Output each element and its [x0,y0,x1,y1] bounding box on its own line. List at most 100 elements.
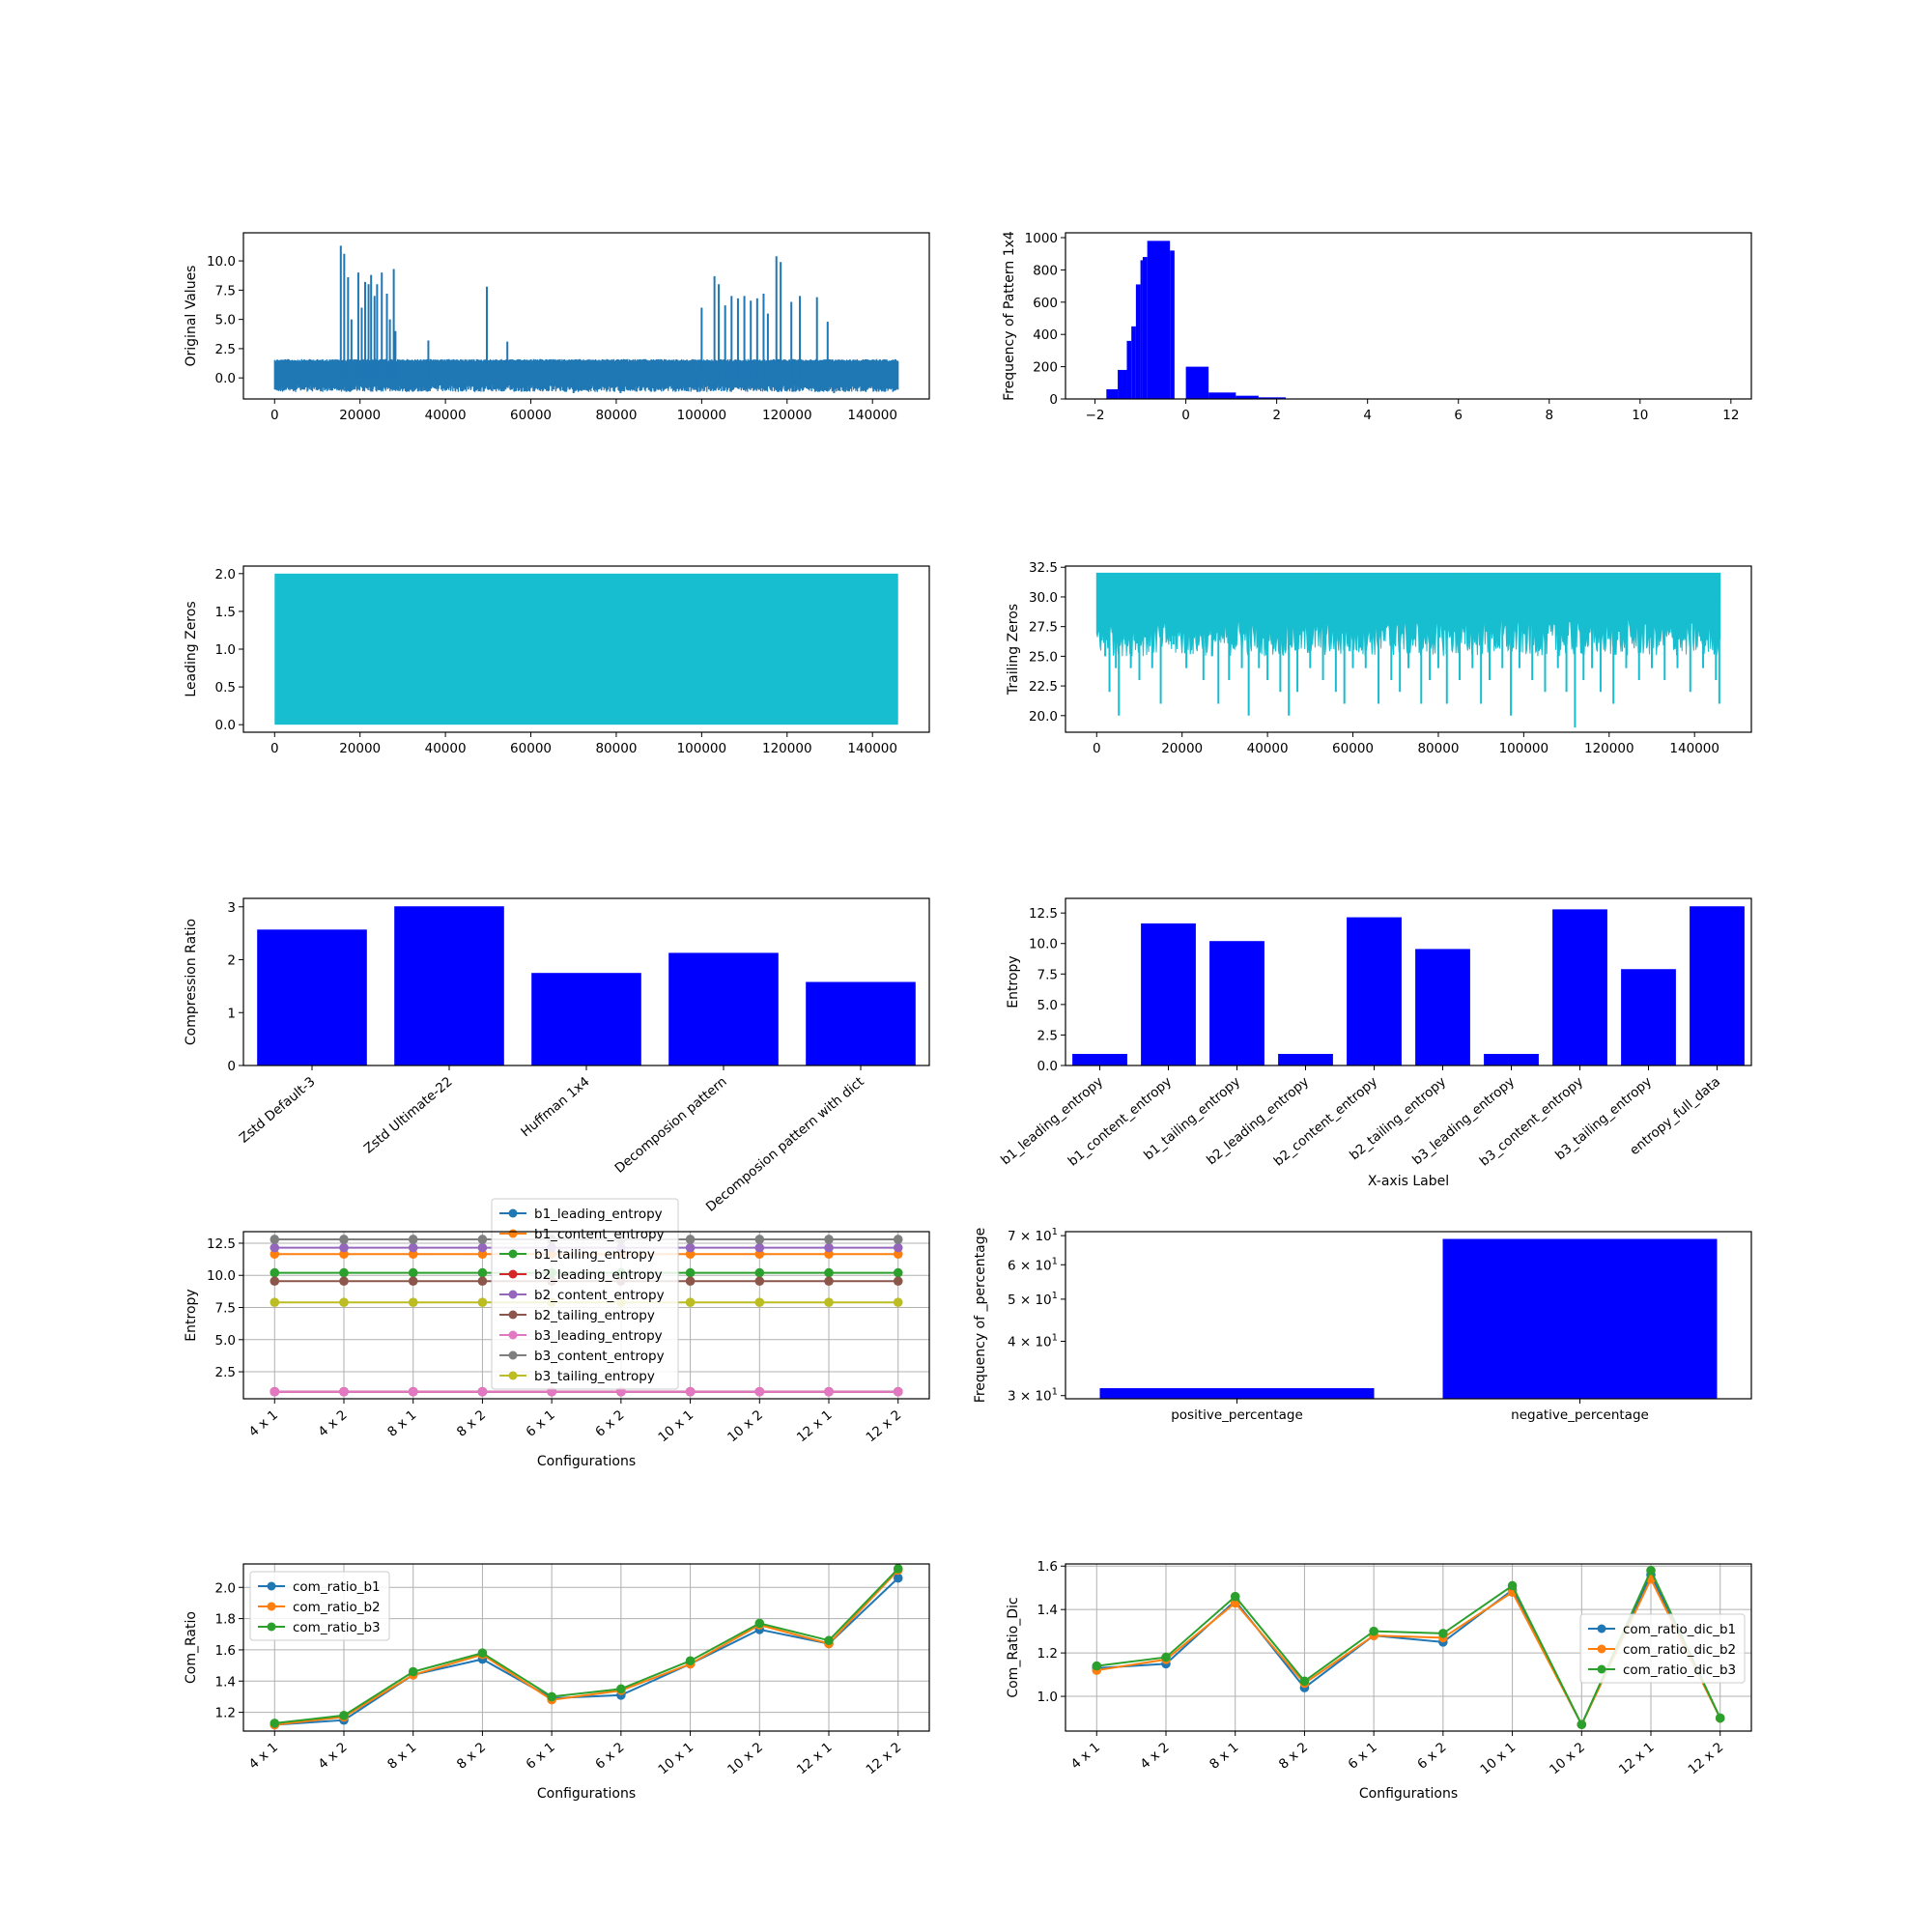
series-line [274,1568,899,1724]
x-axis-label: X-axis Label [1368,1174,1449,1189]
y-tick-label: 800 [1033,263,1058,278]
histogram-bar [1142,257,1148,399]
series-b3_leading_entropy [270,1386,903,1397]
legend-box [249,1571,390,1641]
y-tick-base: 10 [1035,1389,1051,1405]
legend-item: com_ratio_dic_b3 [1588,1662,1736,1678]
legend-label: b1_content_entropy [534,1227,665,1242]
legend-label: b1_leading_entropy [534,1207,663,1222]
x-tick-label: 12 x 1 [794,1740,836,1777]
histogram-bar [1208,392,1236,399]
data-point [477,1276,488,1287]
x-tick-label: 140000 [847,741,897,756]
x-tick-label: 4 x 1 [246,1740,281,1773]
y-tick-label: 25.0 [1029,649,1058,665]
x-tick-label: 6 x 2 [592,1407,627,1440]
legend-marker [267,1622,276,1632]
data-point [1577,1719,1587,1730]
data-point [270,1235,280,1244]
legend-marker [508,1229,518,1238]
x-tick-label: 12 x 2 [864,1740,905,1777]
y-tick-times: × [1016,1334,1036,1350]
data-point [1092,1661,1102,1671]
chart-freq: 0 200 400 600 800 1000 −2 0 2 4 6 8 10 12 Frequency of… [1002,231,1752,423]
y-tick-exponent: 1 [1052,1227,1058,1237]
data-point [893,1297,903,1307]
data-point [477,1267,488,1278]
data-point [754,1297,765,1307]
y-tick-label: 2.5 [215,342,236,357]
x-tick-label: 8 x 2 [1276,1740,1311,1773]
legend-item: b3_content_entropy [499,1349,665,1364]
legend-item: b2_tailing_entropy [499,1308,655,1323]
x-tick-label: 6 x 1 [524,1407,558,1440]
bar [531,973,641,1065]
data-point [339,1276,349,1287]
legend-marker [508,1249,518,1259]
legend-label: com_ratio_dic_b1 [1623,1622,1736,1637]
legend-item: b1_leading_entropy [499,1207,663,1222]
data-point [685,1267,696,1278]
x-tick-label: 12 x 1 [794,1407,836,1445]
data-point [754,1235,765,1244]
data-point [408,1666,418,1677]
x-axis-label: Configurations [537,1454,636,1469]
bar [1621,969,1676,1065]
axes-frame [242,232,930,400]
y-tick-exponent: 1 [1052,1387,1058,1398]
legend-label: b3_leading_entropy [534,1328,663,1344]
bar [1209,941,1264,1065]
data-point [1507,1580,1518,1591]
x-tick-label: 8 x 2 [454,1740,489,1773]
legend-box [1579,1613,1746,1684]
y-tick-label: 12.5 [1029,906,1058,922]
histogram-bar [1140,260,1143,399]
axes-frame [242,1563,930,1732]
legend-marker [508,1208,518,1218]
x-tick-label: 10 x 1 [655,1740,696,1777]
y-tick-label: 1.2 [215,1706,236,1721]
y-tick-exponent: 1 [1052,1256,1058,1266]
legend-label: com_ratio_dic_b2 [1623,1642,1736,1658]
axes-frame [242,897,930,1066]
data-point [1369,1626,1378,1636]
x-tick-label: 0 [1093,741,1101,756]
legend-item: com_ratio_dic_b2 [1588,1642,1736,1658]
data-point [339,1297,349,1307]
y-tick-base: 10 [1035,1334,1051,1350]
bar [1484,1054,1539,1065]
legend-item: b2_leading_entropy [499,1267,663,1283]
y-tick-label: 1.0 [1037,1690,1058,1705]
y-tick-label: 27.5 [1029,620,1058,636]
data-point [754,1242,765,1253]
data-point [824,1276,834,1287]
x-tick-label: 2 [1272,408,1281,423]
bar [1690,906,1745,1065]
y-tick-label: 1.0 [215,642,236,658]
data-point [1438,1629,1448,1638]
x-tick-label: 0 [1181,408,1190,423]
y-tick-mantissa: 7 [1008,1229,1016,1244]
data-point [616,1684,626,1694]
data-point [477,1297,488,1307]
histogram-bar [1185,366,1209,399]
y-tick-label: 1000 [1025,231,1058,246]
chart-comratio_dic: 1.0 1.2 1.4 1.6 4 x 1 4 x 2 8 x 1 8 x 2 6 x 1 6 x… [1006,1559,1752,1802]
y-tick-label: 2.5 [1037,1028,1058,1043]
legend-label: b3_content_entropy [534,1349,665,1364]
y-tick-label: 5.0 [215,313,236,328]
chart-trail: 20.0 22.5 25.0 27.5 30.0 32.5 0 20000 40000 60000… [1006,560,1752,756]
data-point [270,1242,280,1253]
y-tick-label: 6 × 101 [1008,1256,1058,1273]
legend-box [491,1198,679,1390]
axes-frame [242,1231,930,1400]
y-tick-label: 1.5 [215,605,236,620]
bar [1552,909,1607,1065]
data-point [270,1719,280,1728]
y-axis-label: Frequency of _percentage [973,1228,988,1403]
y-axis-label: Com_Ratio [184,1611,199,1684]
data-point [893,1267,903,1278]
x-tick-label: 80000 [595,408,637,423]
x-tick-label: 20000 [339,408,381,423]
x-tick-label: 140000 [1669,741,1719,756]
